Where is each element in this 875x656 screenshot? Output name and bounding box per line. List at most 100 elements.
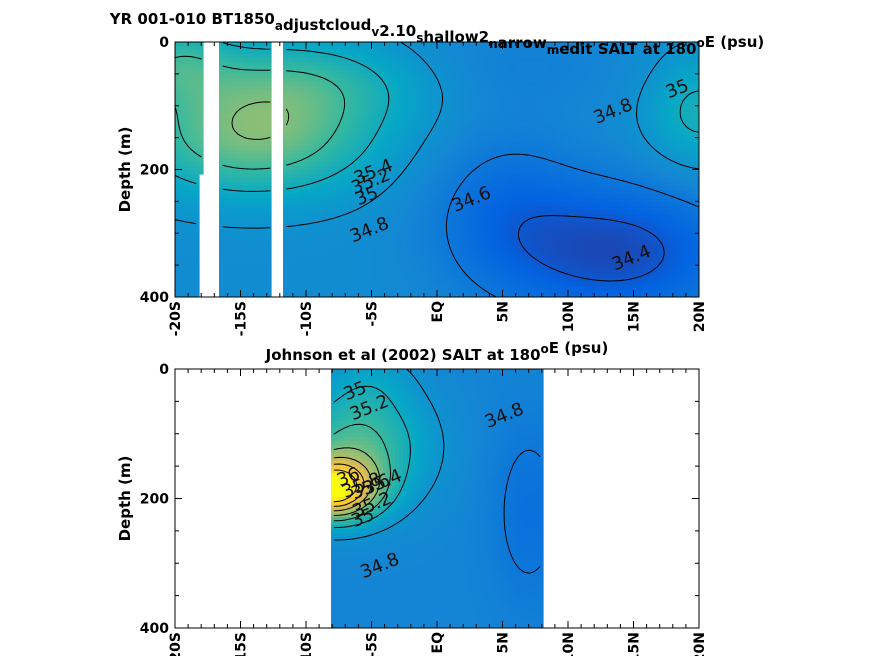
heatmap-cell xyxy=(419,86,424,91)
heatmap-cell xyxy=(403,154,408,159)
heatmap-cell xyxy=(559,170,564,175)
heatmap-cell xyxy=(467,134,472,139)
heatmap-cell xyxy=(355,54,360,59)
heatmap-cell xyxy=(615,122,620,127)
heatmap-cell xyxy=(539,58,544,63)
heatmap-cell xyxy=(439,126,444,131)
heatmap-cell xyxy=(331,90,336,95)
heatmap-cell xyxy=(487,126,492,131)
heatmap-cell xyxy=(239,66,244,71)
heatmap-cell xyxy=(627,74,632,79)
heatmap-cell xyxy=(195,70,200,75)
heatmap-cell xyxy=(579,46,584,51)
heatmap-cell xyxy=(515,102,520,107)
heatmap-cell xyxy=(647,106,652,111)
heatmap-cell xyxy=(495,174,500,179)
heatmap-cell xyxy=(595,174,600,179)
heatmap-cell xyxy=(331,50,336,55)
heatmap-cell xyxy=(495,150,500,155)
heatmap-cell xyxy=(591,94,596,99)
heatmap-cell xyxy=(667,158,672,163)
heatmap-cell xyxy=(575,138,580,143)
heatmap-cell xyxy=(675,162,680,167)
heatmap-cell xyxy=(411,98,416,103)
heatmap-cell xyxy=(503,74,508,79)
heatmap-cell xyxy=(603,138,608,143)
heatmap-cell xyxy=(223,46,228,51)
heatmap-cell xyxy=(647,66,652,71)
heatmap-cell xyxy=(311,154,316,159)
heatmap-cell xyxy=(387,126,392,131)
heatmap-cell xyxy=(575,98,580,103)
heatmap-cell xyxy=(339,138,344,143)
heatmap-cell xyxy=(523,66,528,71)
heatmap-cell xyxy=(403,82,408,87)
heatmap-cell xyxy=(259,106,264,111)
heatmap-cell xyxy=(303,158,308,163)
heatmap-cell xyxy=(631,162,636,167)
heatmap-cell xyxy=(427,166,432,171)
heatmap-cell xyxy=(379,114,384,119)
heatmap-cell xyxy=(315,66,320,71)
heatmap-cell xyxy=(499,146,504,151)
heatmap-cell xyxy=(251,106,256,111)
heatmap-cell xyxy=(575,154,580,159)
heatmap-cell xyxy=(539,190,544,195)
heatmap-cell xyxy=(347,186,352,191)
heatmap-cell xyxy=(527,110,532,115)
heatmap-cell xyxy=(219,46,224,51)
heatmap-cell xyxy=(607,66,612,71)
heatmap-cell xyxy=(679,122,684,127)
heatmap-cell xyxy=(659,62,664,67)
heatmap-cell xyxy=(631,150,636,155)
heatmap-cell xyxy=(311,134,316,139)
heatmap-cell xyxy=(595,126,600,131)
heatmap-cell xyxy=(319,182,324,187)
heatmap-cell xyxy=(235,174,240,179)
heatmap-cell xyxy=(615,182,620,187)
heatmap-cell xyxy=(687,58,692,63)
heatmap-cell xyxy=(351,62,356,67)
heatmap-cell xyxy=(571,182,576,187)
heatmap-cell xyxy=(575,146,580,151)
heatmap-cell xyxy=(451,138,456,143)
heatmap-cell xyxy=(259,46,264,51)
heatmap-cell xyxy=(683,150,688,155)
heatmap-cell xyxy=(359,186,364,191)
heatmap-cell xyxy=(355,50,360,55)
heatmap-cell xyxy=(659,182,664,187)
heatmap-cell xyxy=(495,198,500,203)
heatmap-cell xyxy=(623,50,628,55)
heatmap-cell xyxy=(283,198,288,203)
heatmap-cell xyxy=(419,194,424,199)
heatmap-cell xyxy=(535,66,540,71)
heatmap-cell xyxy=(187,110,192,115)
heatmap-cell xyxy=(267,106,272,111)
heatmap-cell xyxy=(247,122,252,127)
heatmap-cell xyxy=(243,62,248,67)
heatmap-cell xyxy=(187,82,192,87)
heatmap-cell xyxy=(551,58,556,63)
heatmap-cell xyxy=(483,162,488,167)
heatmap-cell xyxy=(667,166,672,171)
heatmap-cell xyxy=(631,58,636,63)
heatmap-cell xyxy=(411,150,416,155)
heatmap-cell xyxy=(663,190,668,195)
heatmap-cell xyxy=(283,134,288,139)
heatmap-cell xyxy=(311,146,316,151)
heatmap-cell xyxy=(443,182,448,187)
heatmap-cell xyxy=(343,146,348,151)
heatmap-cell xyxy=(591,154,596,159)
heatmap-cell xyxy=(231,182,236,187)
heatmap-cell xyxy=(447,158,452,163)
heatmap-cell xyxy=(431,182,436,187)
heatmap-cell xyxy=(427,182,432,187)
heatmap-cell xyxy=(303,194,308,199)
heatmap-cell xyxy=(507,70,512,75)
heatmap-cell xyxy=(639,54,644,59)
heatmap-cell xyxy=(415,154,420,159)
heatmap-cell xyxy=(687,114,692,119)
heatmap-cell xyxy=(223,50,228,55)
heatmap-cell xyxy=(467,118,472,123)
heatmap-cell xyxy=(411,78,416,83)
